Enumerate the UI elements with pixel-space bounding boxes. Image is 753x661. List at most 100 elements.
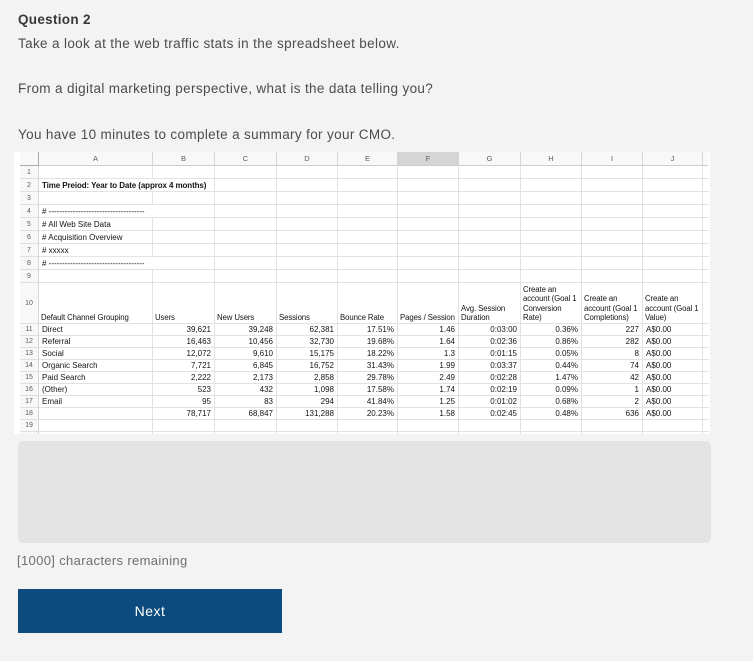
cell[interactable] — [398, 432, 459, 434]
cell[interactable] — [338, 270, 398, 283]
answer-textarea[interactable] — [18, 441, 711, 543]
cell[interactable] — [39, 420, 153, 432]
cell[interactable]: 0:02:45 — [459, 408, 521, 420]
column-header-J[interactable]: J — [643, 152, 703, 166]
row-number[interactable]: 10 — [20, 283, 39, 324]
column-header-H[interactable]: H — [521, 152, 582, 166]
row-number[interactable]: 12 — [20, 336, 39, 348]
cell[interactable] — [39, 270, 153, 283]
cell[interactable]: 83 — [215, 396, 277, 408]
cell[interactable]: A$0.00 — [643, 408, 703, 420]
cell[interactable] — [643, 270, 703, 283]
column-header-A[interactable]: A — [39, 152, 153, 166]
cell[interactable] — [338, 420, 398, 432]
cell[interactable]: A$0.00 — [643, 336, 703, 348]
cell[interactable] — [338, 166, 398, 179]
cell[interactable] — [521, 432, 582, 434]
cell[interactable] — [582, 192, 643, 205]
cell[interactable]: 2,222 — [153, 372, 215, 384]
cell[interactable] — [398, 420, 459, 432]
row-number[interactable]: 14 — [20, 360, 39, 372]
cell[interactable]: (Other) — [39, 384, 153, 396]
cell[interactable]: Users — [153, 283, 215, 324]
cell[interactable] — [582, 244, 643, 257]
cell[interactable]: 2,173 — [215, 372, 277, 384]
cell[interactable] — [521, 179, 582, 192]
row-number[interactable]: 18 — [20, 408, 39, 420]
cell[interactable] — [39, 432, 153, 434]
cell[interactable]: 432 — [215, 384, 277, 396]
cell[interactable]: 2,858 — [277, 372, 338, 384]
cell[interactable]: 1.58 — [398, 408, 459, 420]
cell[interactable]: Email — [39, 396, 153, 408]
cell[interactable]: Create an account (Goal 1 Value) — [643, 283, 703, 324]
cell[interactable]: 0.44% — [521, 360, 582, 372]
cell[interactable]: Sessions — [277, 283, 338, 324]
cell[interactable] — [215, 179, 277, 192]
row-number[interactable]: 16 — [20, 384, 39, 396]
row-number[interactable]: 8 — [20, 257, 39, 270]
cell[interactable] — [398, 270, 459, 283]
cell[interactable]: 6,845 — [215, 360, 277, 372]
cell[interactable]: 0:03:37 — [459, 360, 521, 372]
cell[interactable] — [459, 192, 521, 205]
cell[interactable]: 15,175 — [277, 348, 338, 360]
cell[interactable] — [153, 432, 215, 434]
cell[interactable]: 62,381 — [277, 324, 338, 336]
cell[interactable]: 17.58% — [338, 384, 398, 396]
cell[interactable]: 16,463 — [153, 336, 215, 348]
cell[interactable] — [398, 231, 459, 244]
cell[interactable]: New Users — [215, 283, 277, 324]
cell[interactable] — [153, 244, 215, 257]
cell[interactable]: 1.74 — [398, 384, 459, 396]
cell[interactable]: 0:01:15 — [459, 348, 521, 360]
cell[interactable]: Referral — [39, 336, 153, 348]
cell[interactable]: 68,847 — [215, 408, 277, 420]
cell[interactable]: 10,456 — [215, 336, 277, 348]
cell[interactable] — [277, 270, 338, 283]
cell[interactable]: Create an account (Goal 1 Completions) — [582, 283, 643, 324]
cell[interactable]: 0.09% — [521, 384, 582, 396]
cell[interactable]: 0:02:28 — [459, 372, 521, 384]
select-all-corner[interactable] — [20, 152, 39, 166]
cell[interactable] — [582, 432, 643, 434]
cell[interactable] — [521, 205, 582, 218]
cell[interactable]: 523 — [153, 384, 215, 396]
row-number[interactable]: 2 — [20, 179, 39, 192]
row-number[interactable]: 4 — [20, 205, 39, 218]
cell[interactable] — [153, 420, 215, 432]
cell[interactable] — [521, 270, 582, 283]
cell[interactable] — [39, 192, 153, 205]
cell[interactable]: A$0.00 — [643, 324, 703, 336]
column-header-F[interactable]: F — [398, 152, 459, 166]
cell[interactable]: 0.36% — [521, 324, 582, 336]
cell[interactable]: 1.99 — [398, 360, 459, 372]
cell[interactable]: 227 — [582, 324, 643, 336]
cell[interactable] — [398, 257, 459, 270]
cell[interactable]: 1.3 — [398, 348, 459, 360]
cell[interactable]: 9,610 — [215, 348, 277, 360]
cell[interactable]: 19.68% — [338, 336, 398, 348]
cell[interactable] — [153, 231, 215, 244]
cell[interactable]: # ------------------------------------ — [39, 205, 215, 218]
row-number[interactable]: 15 — [20, 372, 39, 384]
cell[interactable] — [215, 218, 277, 231]
cell[interactable] — [521, 218, 582, 231]
row-number[interactable]: 6 — [20, 231, 39, 244]
cell[interactable]: Create an account (Goal 1 Conversion Rat… — [521, 283, 582, 324]
cell[interactable] — [521, 420, 582, 432]
cell[interactable]: 1,098 — [277, 384, 338, 396]
cell[interactable]: 0:01:02 — [459, 396, 521, 408]
cell[interactable]: 294 — [277, 396, 338, 408]
cell[interactable] — [215, 231, 277, 244]
cell[interactable] — [153, 192, 215, 205]
cell[interactable] — [398, 166, 459, 179]
cell[interactable] — [153, 166, 215, 179]
row-number[interactable]: 13 — [20, 348, 39, 360]
cell[interactable]: 32,730 — [277, 336, 338, 348]
next-button[interactable]: Next — [18, 589, 282, 633]
row-number[interactable]: 20 — [20, 432, 39, 434]
cell[interactable]: Bounce Rate — [338, 283, 398, 324]
cell[interactable]: 1 — [582, 384, 643, 396]
cell[interactable] — [338, 257, 398, 270]
